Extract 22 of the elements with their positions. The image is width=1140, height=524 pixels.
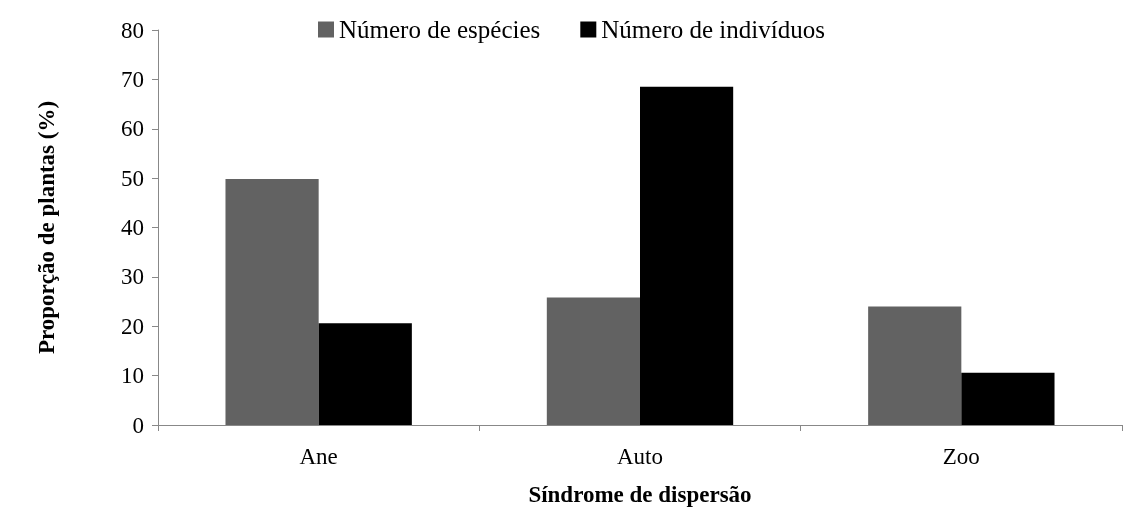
y-tick-label: 50: [121, 165, 144, 191]
bar: [640, 86, 734, 425]
x-tick-label: Zoo: [942, 444, 980, 469]
legend-label: Número de indivíduos: [601, 16, 825, 43]
bar: [225, 179, 319, 425]
y-tick-label: 80: [121, 17, 144, 43]
y-tick-label: 20: [121, 313, 144, 339]
x-axis-title: Síndrome de dispersão: [528, 482, 752, 507]
x-tick-label: Ane: [299, 444, 338, 469]
y-tick-label: 60: [121, 116, 144, 142]
x-tick-label: Auto: [617, 444, 663, 469]
y-tick-label: 70: [121, 66, 144, 92]
y-tick-label: 40: [121, 215, 144, 240]
y-tick-label: 0: [132, 412, 144, 438]
bar: [318, 323, 412, 425]
y-tick-label: 30: [121, 264, 144, 290]
y-tick-label: 10: [121, 363, 144, 389]
bar: [961, 372, 1055, 425]
legend-label: Número de espécies: [339, 16, 541, 43]
bar: [868, 306, 962, 425]
y-axis-title: Proporção de plantas (%): [34, 100, 59, 355]
bar: [546, 297, 640, 425]
